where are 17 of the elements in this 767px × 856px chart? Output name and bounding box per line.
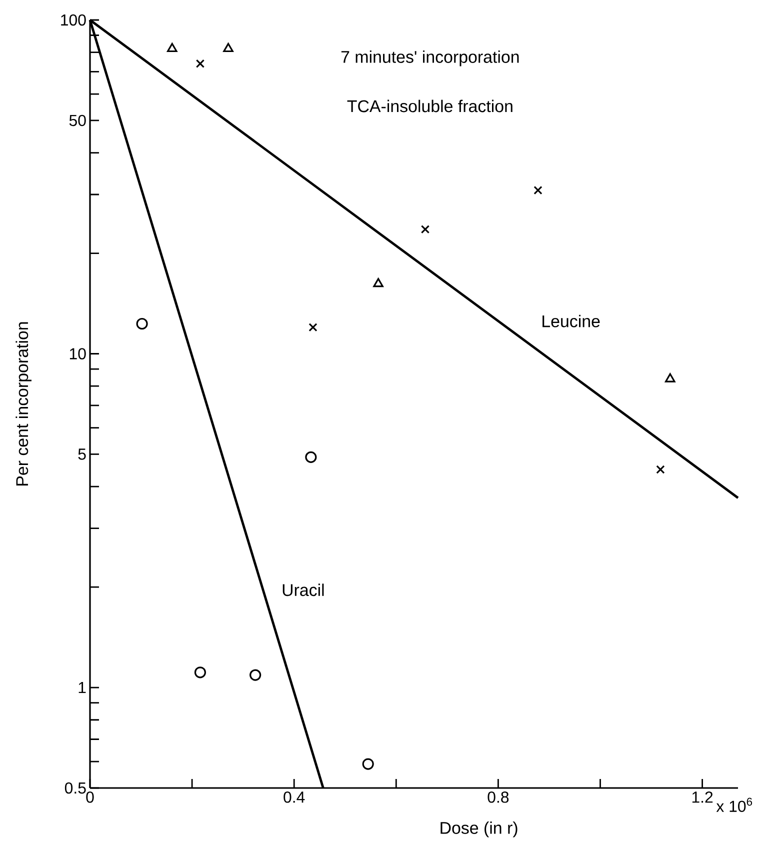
x-tick-label: 0: [86, 792, 94, 803]
annotation: Uracil: [282, 584, 324, 596]
y-tick-label: 5: [78, 448, 86, 460]
y-tick-label: 0.5: [64, 782, 86, 794]
text: x 10$^{6}$: [716, 798, 752, 812]
y-tick-label: 10: [70, 348, 86, 360]
y-tick-label: 50: [69, 114, 86, 126]
annotation: Leucine: [542, 314, 600, 328]
y-tick-label: 100: [61, 14, 86, 26]
y-axis-title: Per cent incorporation: [16, 322, 32, 486]
x-axis-title: Dose (in r): [440, 822, 518, 838]
text: TCA-insoluble fraction: [347, 100, 512, 112]
x-tick-label: 0.4: [284, 792, 305, 803]
x-tick-label: 1.2: [692, 792, 713, 803]
x-tick-label: 0.8: [488, 792, 509, 803]
y-tick-label: 1: [78, 682, 86, 694]
text: 7 minutes' incorporation: [341, 50, 519, 66]
